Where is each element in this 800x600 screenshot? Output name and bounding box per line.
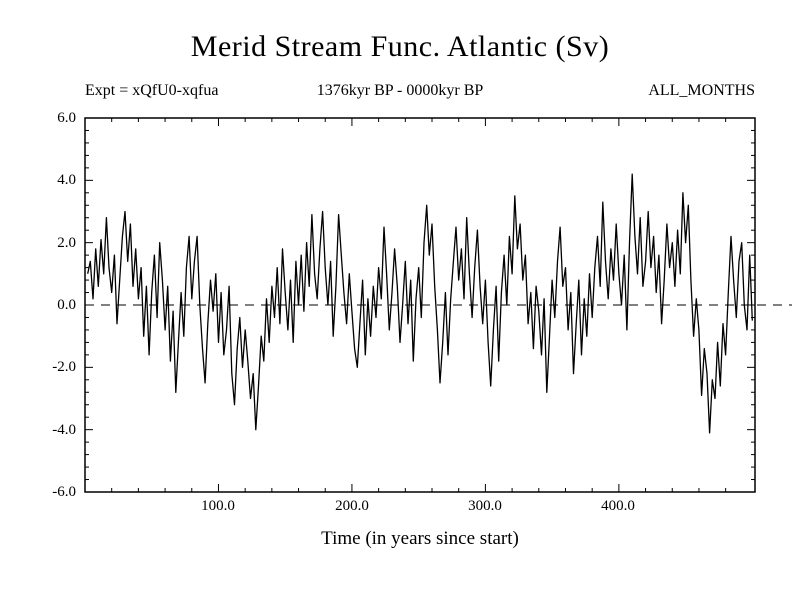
x-tick-label: 400.0 (601, 498, 635, 514)
period-label: 1376kyr BP - 0000kyr BP (316, 82, 484, 99)
axis-ticks (85, 117, 755, 493)
x-tick-label: 300.0 (468, 498, 502, 514)
y-tick-label: 4.0 (57, 172, 76, 188)
x-tick-label: 100.0 (201, 498, 235, 514)
y-tick-label: -4.0 (52, 422, 76, 438)
months-label: ALL_MONTHS (648, 82, 755, 99)
y-tick-label: -2.0 (52, 359, 76, 375)
data-series-path (87, 173, 753, 434)
y-tick-label: 2.0 (57, 235, 76, 251)
x-axis-title: Time (in years since start) (321, 528, 519, 549)
y-tick-label: 6.0 (57, 110, 76, 126)
y-tick-label: 0.0 (57, 297, 76, 313)
experiment-label: Expt = xQfU0-xqfua (85, 82, 219, 99)
chart-title: Merid Stream Func. Atlantic (Sv) (190, 30, 610, 63)
x-tick-label: 200.0 (335, 498, 369, 514)
y-tick-label: -6.0 (52, 484, 76, 500)
